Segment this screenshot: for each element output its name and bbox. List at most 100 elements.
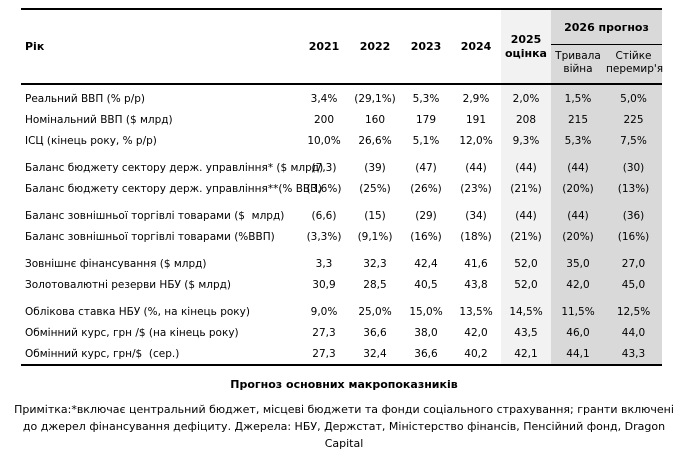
value-cell-2023: 40,5 (414, 279, 438, 291)
value-cell-2023: 15,0% (409, 306, 443, 318)
value-cell-2021: (3,6%) (306, 183, 342, 195)
value-cell-2021: 27,3 (312, 327, 336, 339)
value-cell-2021: (6,6) (311, 210, 337, 222)
value-cell-2021: 3,4% (310, 93, 338, 105)
row-label: Золотовалютні резерви НБУ ($ млрд) (25, 279, 232, 291)
value-cell-lasting-truce: 12,5% (605, 295, 662, 322)
value-cell-prolonged-war: (20%) (551, 226, 605, 247)
value-cell-2022: (39) (364, 162, 386, 174)
value-cell-2025-estimate: (44) (501, 199, 551, 226)
value-cell-2024: 191 (465, 114, 487, 126)
row-label: Обмінний курс, грн/$ (сер.) (25, 348, 180, 360)
row-label: ІСЦ (кінець року, % р/р) (25, 135, 157, 147)
table-row: Обмінний курс, грн/$ (сер.) 27,3 32,4 36,6 4… (21, 343, 662, 365)
value-cell-2024: 2,9% (462, 93, 490, 105)
row-label: Баланс бюджету сектору держ. управління*… (25, 183, 323, 195)
value-cell-2025-estimate: 9,3% (501, 130, 551, 151)
row-label: Обмінний курс, грн /$ (на кінець року) (25, 327, 239, 339)
table-row: Номінальний ВВП ($ млрд) 200 160 179 191 208 2… (21, 109, 662, 130)
value-cell-2022: (9,1%) (357, 231, 393, 243)
table-body: Реальний ВВП (% р/р) 3,4% (29,1%) 5,3% 2,9% 2… (21, 84, 662, 365)
value-cell-2022: 160 (364, 114, 386, 126)
table-row: Баланс зовнішньої торгівлі товарами ($ м… (21, 199, 662, 226)
table-row: Баланс зовнішньої торгівлі товарами (%ВВ… (21, 226, 662, 247)
value-cell-2021: 9,0% (310, 306, 338, 318)
value-cell-2025-estimate: 208 (501, 109, 551, 130)
table-row: Баланс бюджету сектору держ. управління*… (21, 151, 662, 178)
column-header-2025-estimate: 2025 оцінка (501, 9, 551, 85)
value-cell-2023: (47) (415, 162, 437, 174)
value-cell-prolonged-war: (44) (551, 151, 605, 178)
value-cell-prolonged-war: (44) (551, 199, 605, 226)
value-cell-lasting-truce: 43,3 (605, 343, 662, 365)
value-cell-2024: (34) (465, 210, 487, 222)
column-header-2021: 2021 (299, 9, 349, 85)
value-cell-2021: (3,3%) (306, 231, 342, 243)
value-cell-prolonged-war: 215 (551, 109, 605, 130)
value-cell-2022: (25%) (359, 183, 391, 195)
column-group-2026-forecast: 2026 прогноз (551, 9, 662, 45)
table-row: Зовнішнє фінансування ($ млрд) 3,3 32,3 42,… (21, 247, 662, 274)
table-row: ІСЦ (кінець року, % р/р) 10,0% 26,6% 5,1% 12… (21, 130, 662, 151)
value-cell-2022: 25,0% (358, 306, 392, 318)
value-cell-2025-estimate: 52,0 (501, 274, 551, 295)
value-cell-2022: 32,3 (363, 258, 387, 270)
value-cell-lasting-truce: 225 (605, 109, 662, 130)
value-cell-2021: 10,0% (307, 135, 341, 147)
value-cell-2024: (44) (465, 162, 487, 174)
value-cell-2024: 42,0 (464, 327, 488, 339)
value-cell-2023: (26%) (410, 183, 442, 195)
value-cell-lasting-truce: 44,0 (605, 322, 662, 343)
value-cell-lasting-truce: 27,0 (605, 247, 662, 274)
column-header-2022: 2022 (349, 9, 401, 85)
value-cell-2022: 36,6 (363, 327, 387, 339)
value-cell-2021: 27,3 (312, 348, 336, 360)
table-row: Золотовалютні резерви НБУ ($ млрд) 30,9 28… (21, 274, 662, 295)
table-row: Обмінний курс, грн /$ (на кінець року) 27… (21, 322, 662, 343)
value-cell-2024: (23%) (460, 183, 492, 195)
value-cell-2024: 43,8 (464, 279, 488, 291)
value-cell-lasting-truce: 7,5% (605, 130, 662, 151)
table-row: Облікова ставка НБУ (%, на кінець року) 9… (21, 295, 662, 322)
value-cell-2023: 5,3% (412, 93, 440, 105)
column-header-2023: 2023 (401, 9, 451, 85)
value-cell-prolonged-war: (20%) (551, 178, 605, 199)
row-label: Зовнішнє фінансування ($ млрд) (25, 258, 207, 270)
table-row: Реальний ВВП (% р/р) 3,4% (29,1%) 5,3% 2,9% 2… (21, 84, 662, 109)
table-row: Баланс бюджету сектору держ. управління*… (21, 178, 662, 199)
value-cell-2024: 12,0% (459, 135, 493, 147)
value-cell-2023: (16%) (410, 231, 442, 243)
value-cell-2022: (15) (364, 210, 386, 222)
value-cell-2022: 26,6% (358, 135, 392, 147)
value-cell-2024: 41,6 (464, 258, 488, 270)
value-cell-2022: 28,5 (363, 279, 387, 291)
value-cell-2024: (18%) (460, 231, 492, 243)
macro-forecast-table: Рік 2021 2022 2023 2024 2025 оцінка 2026… (21, 8, 663, 366)
row-label: Облікова ставка НБУ (%, на кінець року) (25, 306, 250, 318)
value-cell-2023: (29) (415, 210, 437, 222)
value-cell-2025-estimate: 42,1 (501, 343, 551, 365)
column-header-prolonged-war: Тривала війна (551, 44, 605, 85)
value-cell-2025-estimate: (21%) (501, 226, 551, 247)
value-cell-2023: 38,0 (414, 327, 438, 339)
table-container: Рік 2021 2022 2023 2024 2025 оцінка 2026… (21, 8, 663, 366)
row-label: Номінальний ВВП ($ млрд) (25, 114, 173, 126)
value-cell-prolonged-war: 42,0 (551, 274, 605, 295)
value-cell-prolonged-war: 44,1 (551, 343, 605, 365)
footnote: Примітка:*включає центральний бюджет, мі… (14, 403, 674, 449)
row-label: Баланс бюджету сектору держ. управління*… (25, 162, 324, 174)
value-cell-2024: 40,2 (464, 348, 488, 360)
value-cell-2022: 32,4 (363, 348, 387, 360)
value-cell-2025-estimate: (21%) (501, 178, 551, 199)
value-cell-2023: 179 (415, 114, 437, 126)
value-cell-lasting-truce: (36) (605, 199, 662, 226)
value-cell-lasting-truce: (30) (605, 151, 662, 178)
value-cell-2025-estimate: 43,5 (501, 322, 551, 343)
column-header-year: Рік (21, 9, 299, 85)
table-caption: Прогноз основних макропоказників (230, 378, 458, 391)
value-cell-2021: 3,3 (315, 258, 333, 270)
value-cell-2022: (29,1%) (354, 93, 396, 105)
value-cell-2023: 36,6 (414, 348, 438, 360)
table-header: Рік 2021 2022 2023 2024 2025 оцінка 2026… (21, 9, 663, 85)
